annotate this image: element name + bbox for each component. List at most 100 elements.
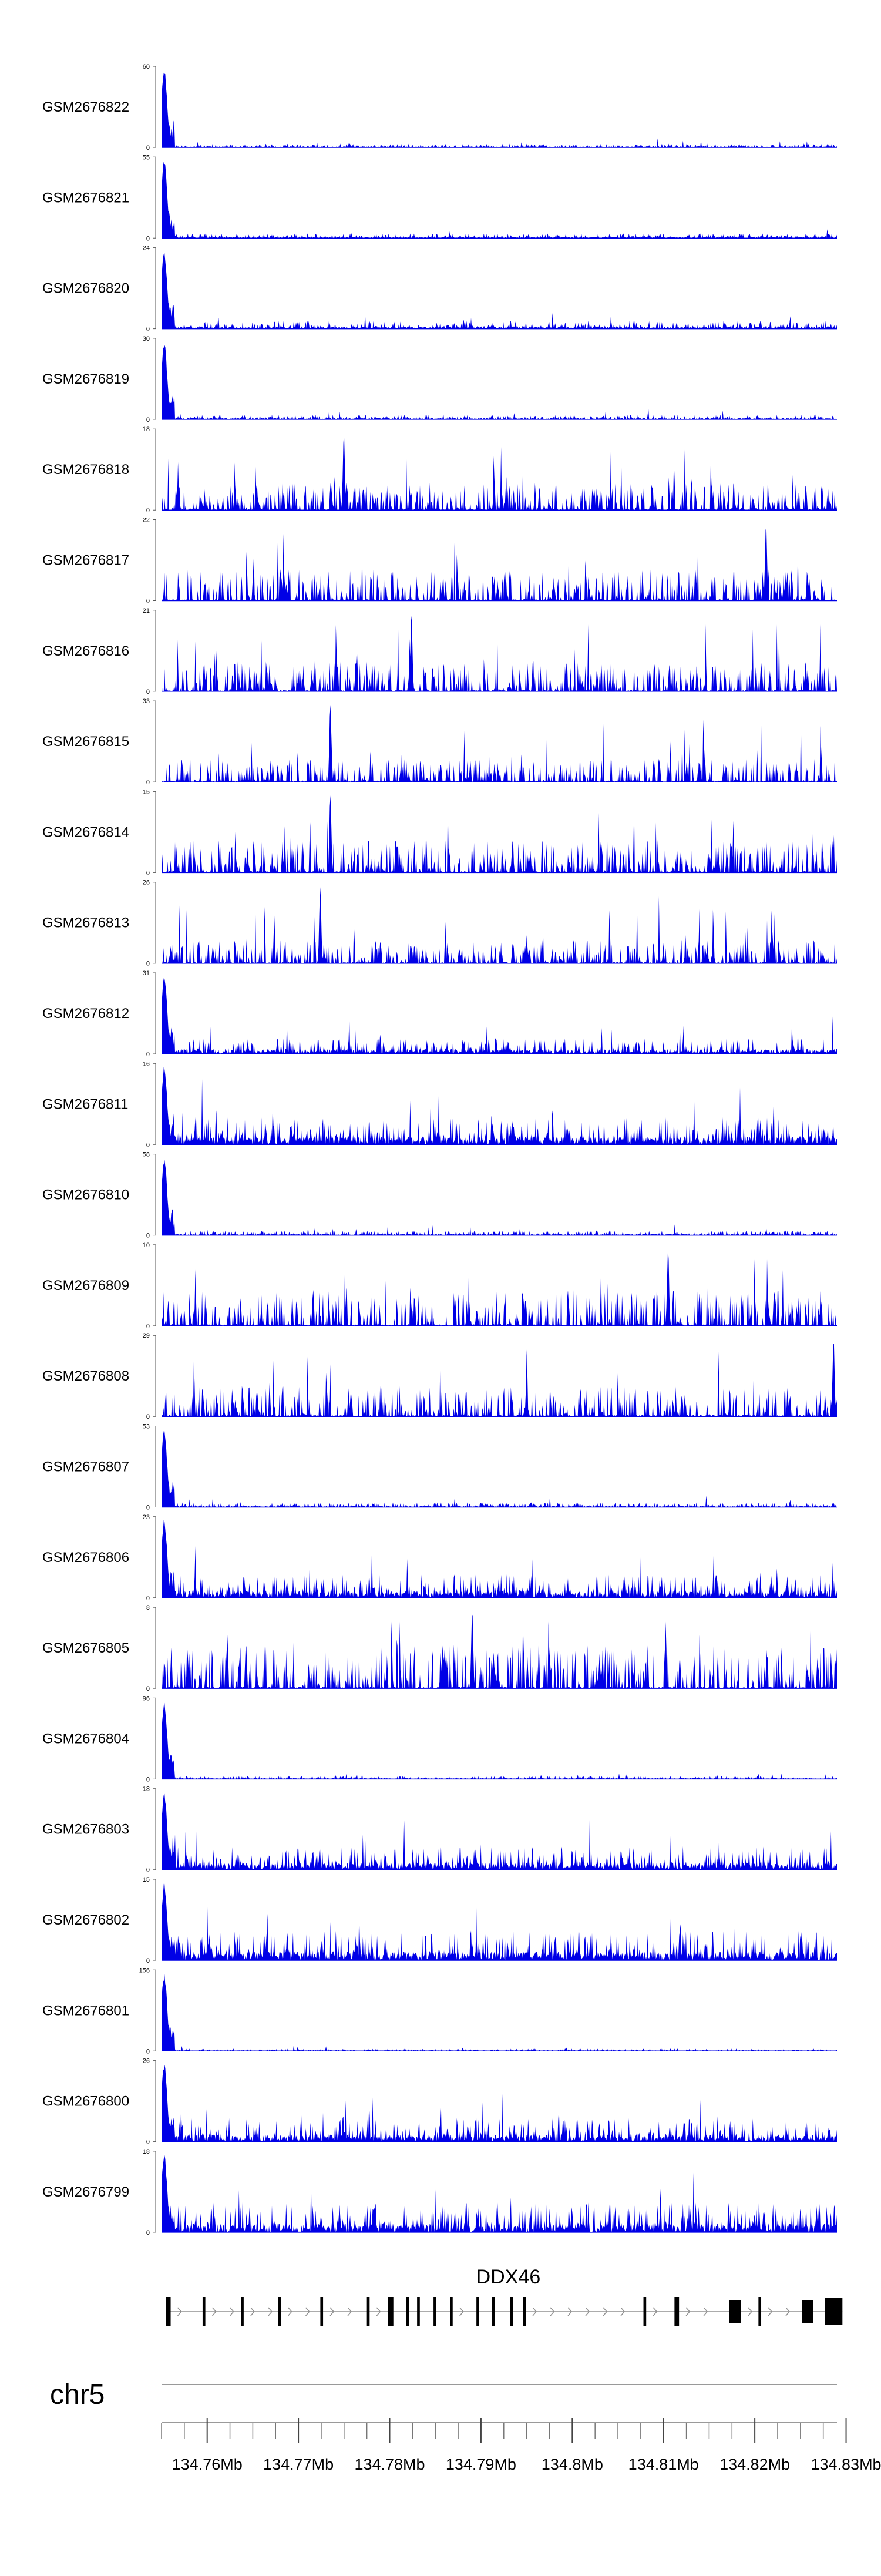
strand-arrow: [376, 2307, 381, 2316]
y-zero-label: 0: [146, 1504, 150, 1512]
exon: [674, 2297, 680, 2326]
exon: [320, 2297, 324, 2326]
y-max-label: 96: [143, 1695, 150, 1702]
strand-arrow: [620, 2307, 626, 2316]
coverage-area: [162, 1883, 837, 1960]
y-axis: [153, 1063, 156, 1145]
track-GSM2676801: GSM2676801 156 0: [42, 1967, 837, 2055]
track-label: GSM2676821: [42, 190, 129, 206]
strand-arrow: [177, 2307, 182, 2316]
y-max-label: 29: [143, 1332, 150, 1339]
strand-arrow: [748, 2307, 752, 2316]
exon: [166, 2297, 171, 2326]
track-GSM2676817: GSM2676817 22 0: [42, 517, 837, 605]
exon: [417, 2297, 420, 2326]
y-max-label: 60: [143, 63, 150, 70]
coverage-area: [162, 1520, 837, 1598]
y-axis: [153, 247, 156, 330]
exon: [406, 2297, 409, 2326]
coverage-area: [162, 433, 837, 511]
exon: [241, 2297, 244, 2326]
exon: [643, 2297, 647, 2326]
strand-arrow: [785, 2307, 790, 2316]
coverage-area: [162, 1067, 837, 1145]
y-zero-label: 0: [146, 1323, 150, 1330]
track-GSM2676814: GSM2676814 15 0: [42, 788, 837, 876]
track-label: GSM2676814: [42, 824, 129, 840]
genome-axis: 134.76Mb 134.77Mb 134.78Mb 134.79Mb 134.8Mb 1…: [161, 2418, 881, 2473]
y-axis: [153, 791, 156, 873]
strand-arrow: [268, 2307, 273, 2316]
coverage-area: [162, 2155, 837, 2232]
track-GSM2676802: GSM2676802 15 0: [42, 1876, 837, 1964]
exon: [758, 2297, 762, 2326]
exon: [450, 2297, 453, 2326]
track-label: GSM2676820: [42, 281, 129, 297]
track-GSM2676803: GSM2676803 18 0: [42, 1786, 837, 1874]
strand-arrow: [567, 2307, 573, 2316]
y-max-label: 18: [143, 426, 150, 433]
strand-arrow: [329, 2307, 335, 2316]
track-GSM2676810: GSM2676810 58 0: [42, 1151, 837, 1240]
y-zero-label: 0: [146, 869, 150, 876]
coverage-area: [162, 1431, 837, 1507]
y-axis: [153, 1697, 156, 1779]
tick-label: 134.83Mb: [811, 2456, 881, 2473]
coverage-area: [162, 162, 837, 239]
y-axis: [153, 1879, 156, 1961]
strand-arrow: [653, 2307, 658, 2316]
track-GSM2676816: GSM2676816 21 0: [42, 607, 837, 696]
exon: [825, 2298, 843, 2325]
y-zero-label: 0: [146, 145, 150, 152]
y-zero-label: 0: [146, 2229, 150, 2236]
y-max-label: 16: [143, 1060, 150, 1067]
exon: [202, 2297, 206, 2326]
y-max-label: 33: [143, 698, 150, 705]
y-max-label: 30: [143, 335, 150, 342]
track-GSM2676806: GSM2676806 23 0: [42, 1514, 837, 1602]
track-label: GSM2676822: [42, 99, 129, 115]
exon: [802, 2300, 813, 2323]
strand-arrow: [603, 2307, 608, 2316]
y-max-label: 18: [143, 1786, 150, 1793]
track-GSM2676809: GSM2676809 10 0: [42, 1242, 837, 1330]
y-zero-label: 0: [146, 1867, 150, 1874]
y-axis: [153, 1969, 156, 2051]
y-zero-label: 0: [146, 598, 150, 605]
track-label: GSM2676806: [42, 1550, 129, 1566]
track-label: GSM2676805: [42, 1640, 129, 1656]
strand-arrow: [288, 2307, 292, 2316]
y-max-label: 8: [146, 1604, 150, 1611]
coverage-area: [162, 1614, 837, 1689]
coverage-area: [162, 253, 837, 329]
tick-label: 134.78Mb: [354, 2456, 425, 2473]
track-GSM2676808: GSM2676808 29 0: [42, 1332, 837, 1420]
coverage-area: [162, 978, 837, 1054]
coverage-area: [162, 525, 837, 601]
y-axis: [153, 1516, 156, 1598]
track-label: GSM2676819: [42, 371, 129, 387]
track-label: GSM2676802: [42, 1912, 129, 1928]
y-max-label: 26: [143, 879, 150, 886]
exon: [476, 2297, 479, 2326]
y-max-label: 53: [143, 1423, 150, 1430]
chromosome-label: chr5: [50, 2379, 105, 2410]
tick-label: 134.81Mb: [628, 2456, 699, 2473]
track-label: GSM2676817: [42, 553, 129, 569]
tick-label: 134.76Mb: [172, 2456, 243, 2473]
y-max-label: 31: [143, 970, 150, 977]
y-max-label: 21: [143, 607, 150, 614]
y-zero-label: 0: [146, 2139, 150, 2146]
track-GSM2676813: GSM2676813 26 0: [42, 879, 837, 968]
y-zero-label: 0: [146, 1957, 150, 1964]
y-zero-label: 0: [146, 235, 150, 242]
y-zero-label: 0: [146, 417, 150, 424]
tick-label: 134.8Mb: [542, 2456, 603, 2473]
coverage-area: [162, 72, 837, 147]
y-axis: [153, 882, 156, 964]
y-zero-label: 0: [146, 2048, 150, 2055]
strand-arrow: [585, 2307, 590, 2316]
y-axis: [153, 66, 156, 148]
coverage-area: [162, 1248, 837, 1326]
y-zero-label: 0: [146, 1141, 150, 1148]
